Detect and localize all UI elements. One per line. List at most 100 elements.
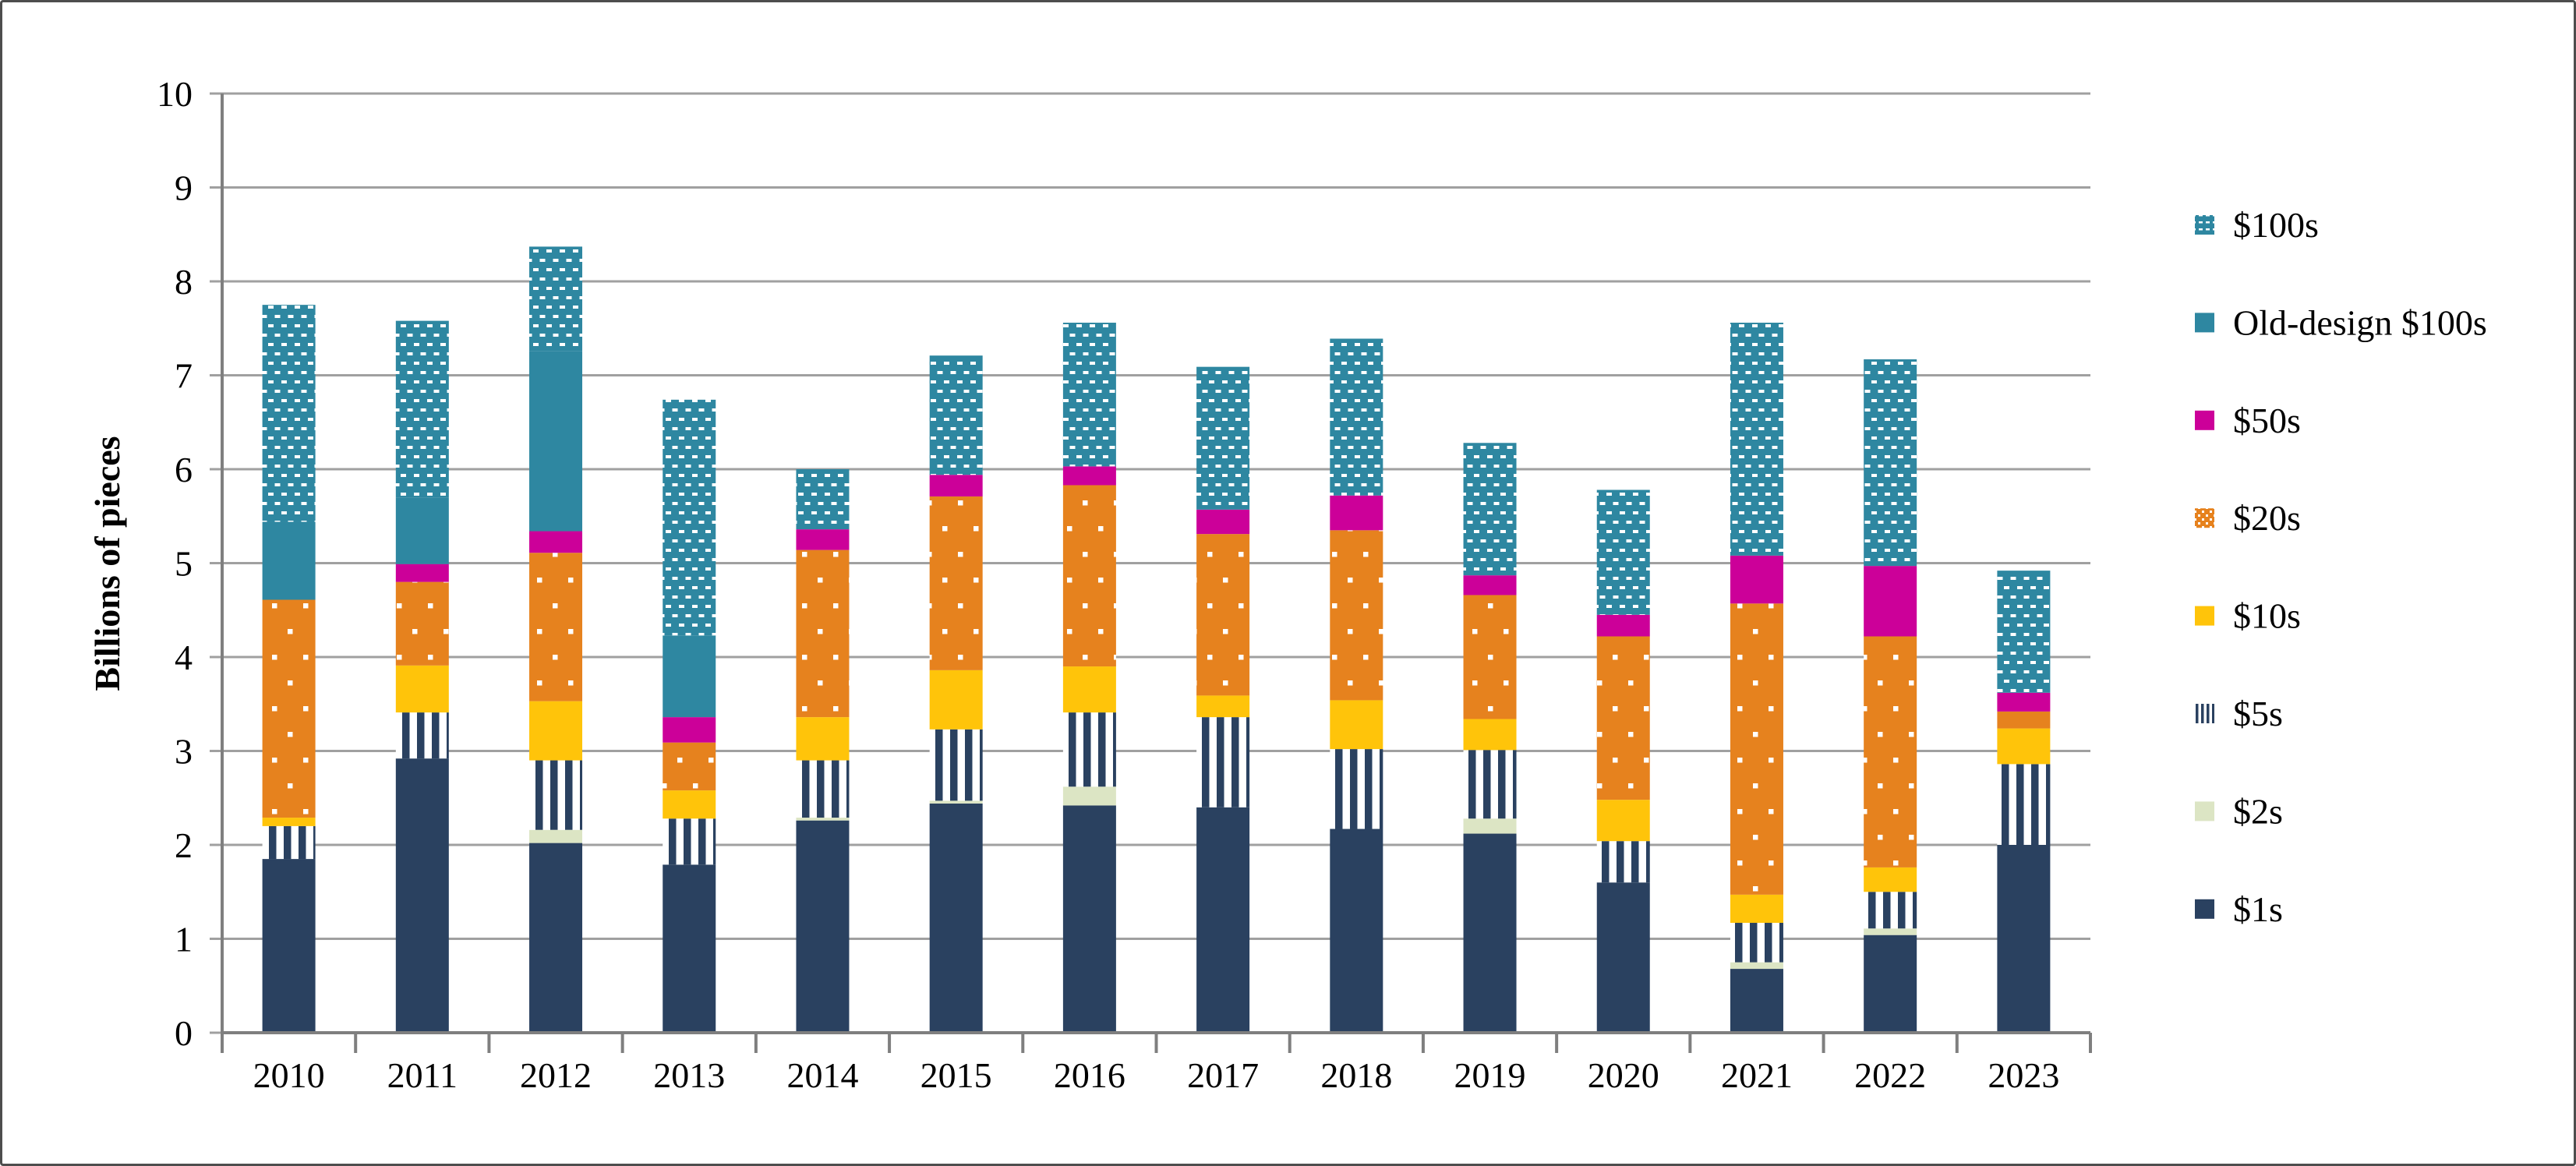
- y-tick-label: 3: [175, 732, 193, 772]
- bar-segment-2011-50s: [395, 564, 449, 582]
- legend-item: $20s: [2195, 498, 2301, 538]
- bar-segment-2022-10s: [1864, 867, 1917, 892]
- x-tick-label: 2019: [1454, 1055, 1526, 1095]
- bar-segment-2017-100s: [1196, 366, 1250, 510]
- legend-label: Old-design $100s: [2233, 302, 2487, 342]
- bar-segment-2010-Olddesign100s: [262, 521, 316, 600]
- bar-2013: [663, 399, 716, 1033]
- bar-2016: [1062, 323, 1116, 1033]
- x-tick-label: 2014: [786, 1055, 858, 1095]
- bar-segment-2016-100s: [1062, 323, 1116, 467]
- bar-segment-2014-1s: [796, 820, 850, 1033]
- legend-label: $20s: [2233, 498, 2301, 538]
- bar-segment-2021-100s: [1730, 323, 1783, 556]
- bar-segment-2019-50s: [1463, 575, 1517, 595]
- bar-segment-2011-10s: [395, 665, 449, 713]
- legend-swatch-5s: [2195, 704, 2214, 723]
- bar-segment-2014-5s: [796, 760, 850, 818]
- bar-segment-2010-5s: [262, 825, 316, 860]
- legend-item: $100s: [2195, 205, 2319, 245]
- bar-segment-2015-10s: [929, 670, 983, 730]
- bar-segment-2022-5s: [1864, 892, 1917, 929]
- bar-segment-2010-10s: [262, 818, 316, 826]
- legend-swatch-20s: [2195, 508, 2214, 528]
- bar-segment-2015-20s: [929, 496, 983, 670]
- bar-2022: [1864, 359, 1917, 1033]
- bar-segment-2015-5s: [929, 729, 983, 801]
- bar-segment-2020-50s: [1596, 614, 1650, 637]
- bar-segment-2012-5s: [529, 760, 583, 830]
- legend-swatch-100s: [2195, 215, 2214, 235]
- y-tick-label: 8: [175, 262, 193, 302]
- bar-segment-2010-1s: [262, 859, 316, 1033]
- bar-segment-2016-50s: [1062, 466, 1116, 486]
- bar-segment-2013-100s: [663, 399, 716, 636]
- legend-label: $5s: [2233, 694, 2283, 733]
- bar-segment-2014-2s: [796, 818, 850, 821]
- bar-segment-2022-50s: [1864, 566, 1917, 637]
- bar-segment-2021-10s: [1730, 894, 1783, 924]
- bar-segment-2016-2s: [1062, 786, 1116, 806]
- bar-segment-2023-20s: [1997, 711, 2051, 729]
- bar-segment-2013-50s: [663, 717, 716, 743]
- bar-segment-2014-50s: [796, 529, 850, 550]
- bar-2014: [796, 469, 850, 1033]
- bar-segment-2013-5s: [663, 818, 716, 865]
- bar-segment-2018-100s: [1330, 338, 1383, 496]
- bar-segment-2012-Olddesign100s: [529, 351, 583, 532]
- bar-segment-2011-100s: [395, 320, 449, 498]
- bar-segment-2017-1s: [1196, 807, 1250, 1033]
- bar-segment-2022-20s: [1864, 636, 1917, 867]
- bar-segment-2021-1s: [1730, 969, 1783, 1033]
- bar-segment-2015-100s: [929, 355, 983, 475]
- x-tick-label: 2021: [1721, 1055, 1793, 1095]
- bar-segment-2017-20s: [1196, 534, 1250, 696]
- bar-segment-2018-50s: [1330, 495, 1383, 531]
- legend-item: $1s: [2195, 889, 2283, 929]
- bar-segment-2013-Olddesign100s: [663, 635, 716, 718]
- legend-swatch-50s: [2195, 410, 2214, 430]
- bar-segment-2016-20s: [1062, 485, 1116, 667]
- legend-item: $5s: [2195, 694, 2283, 733]
- legend-swatch-1s: [2195, 899, 2214, 919]
- bar-2010: [262, 305, 316, 1033]
- bar-segment-2020-100s: [1596, 489, 1650, 615]
- bar-segment-2020-10s: [1596, 800, 1650, 842]
- bar-segment-2018-10s: [1330, 700, 1383, 750]
- bar-segment-2013-10s: [663, 790, 716, 819]
- x-tick-label: 2016: [1054, 1055, 1125, 1095]
- x-tick-label: 2018: [1320, 1055, 1392, 1095]
- bar-segment-2010-100s: [262, 305, 316, 522]
- bar-2017: [1196, 366, 1250, 1033]
- bar-segment-2011-20s: [395, 581, 449, 666]
- bar-segment-2022-1s: [1864, 935, 1917, 1033]
- x-tick-label: 2015: [921, 1055, 992, 1095]
- y-tick-label: 1: [175, 920, 193, 959]
- bar-segment-2023-10s: [1997, 728, 2051, 765]
- legend-label: $100s: [2233, 205, 2319, 245]
- bar-segment-2018-20s: [1330, 530, 1383, 701]
- bar-segment-2023-100s: [1997, 571, 2051, 693]
- bar-segment-2012-20s: [529, 553, 583, 701]
- bar-segment-2011-5s: [395, 712, 449, 759]
- bar-segment-2019-100s: [1463, 443, 1517, 576]
- bar-2011: [395, 320, 449, 1033]
- bar-segment-2012-1s: [529, 843, 583, 1033]
- bar-segment-2016-1s: [1062, 805, 1116, 1033]
- y-tick-label: 0: [175, 1013, 193, 1053]
- bar-2020: [1596, 489, 1650, 1033]
- y-axis-title: Billions of pieces: [87, 436, 127, 691]
- bar-segment-2023-50s: [1997, 692, 2051, 712]
- y-tick-label: 7: [175, 356, 193, 396]
- bar-segment-2022-100s: [1864, 359, 1917, 567]
- bar-segment-2021-2s: [1730, 962, 1783, 970]
- y-tick-label: 2: [175, 825, 193, 865]
- bar-segment-2020-20s: [1596, 636, 1650, 800]
- bar-segment-2013-1s: [663, 864, 716, 1033]
- bar-segment-2019-20s: [1463, 595, 1517, 719]
- bar-2021: [1730, 323, 1783, 1033]
- bar-segment-2010-20s: [262, 599, 316, 818]
- bar-segment-2011-Olddesign100s: [395, 497, 449, 564]
- bar-segment-2012-50s: [529, 531, 583, 553]
